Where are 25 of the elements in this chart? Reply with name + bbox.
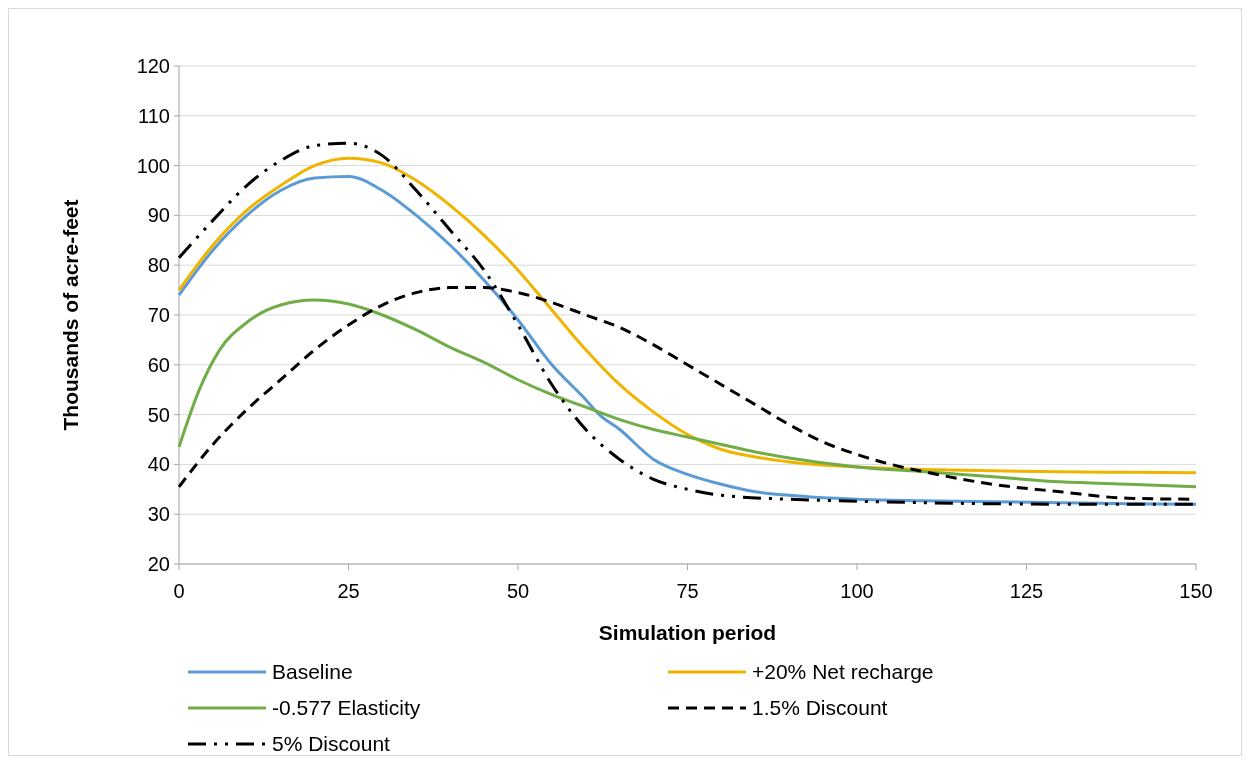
y-tick-label: 20: [147, 553, 170, 575]
x-tick-label: 100: [840, 580, 874, 602]
y-tick-label: 70: [147, 304, 170, 326]
x-tick-label: 75: [676, 580, 699, 602]
x-tick-label: 150: [1179, 580, 1213, 602]
x-tick-label: 50: [506, 580, 530, 602]
y-tick-label: 90: [147, 204, 170, 227]
y-axis-title: Thousands of acre-feet: [59, 199, 82, 431]
x-tick-label: 25: [337, 580, 360, 602]
legend-label: 1.5% Discount: [752, 696, 888, 720]
y-tick-label: 110: [138, 104, 170, 127]
y-tick-label: 120: [136, 55, 170, 77]
x-tick-label: 125: [1009, 580, 1044, 602]
x-tick-label: 0: [173, 580, 185, 602]
legend-label: Baseline: [272, 660, 353, 684]
legend-label: -0.577 Elasticity: [272, 696, 421, 720]
legend-label: 5% Discount: [272, 732, 391, 756]
y-tick-label: 80: [147, 254, 170, 277]
y-tick-label: 100: [136, 154, 170, 177]
y-tick-label: 40: [147, 453, 170, 476]
y-tick-label: 50: [147, 403, 170, 426]
x-axis-title: Simulation period: [598, 621, 777, 644]
legend-label: +20% Net recharge: [752, 660, 934, 684]
y-tick-label: 60: [147, 353, 170, 376]
y-tick-label: 30: [147, 503, 170, 526]
